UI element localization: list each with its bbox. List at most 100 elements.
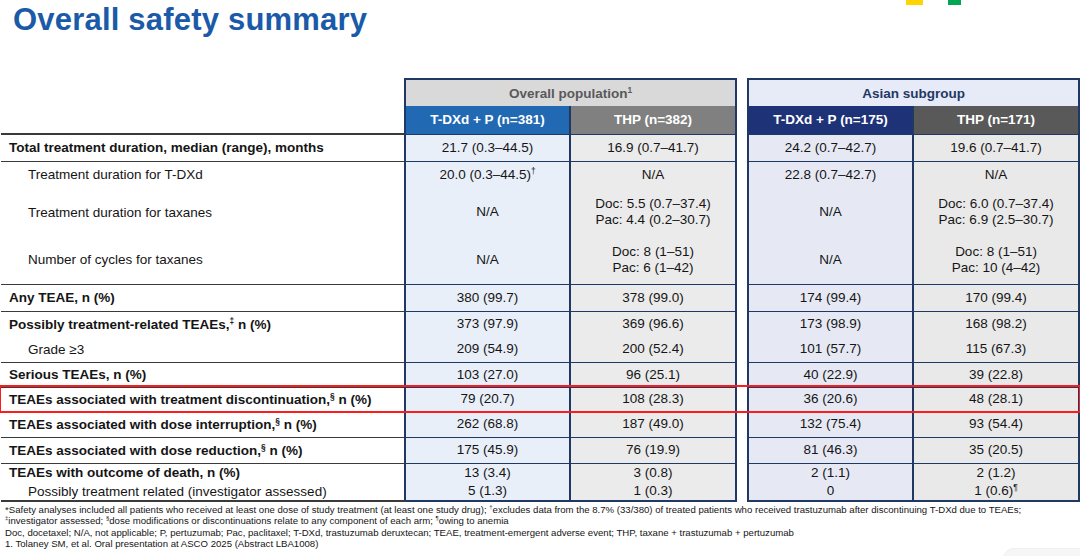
row-label: Possibly treatment-related TEAEs,‡ n (%)	[1, 311, 405, 337]
table-row: Treatment duration for T-DXd20.0 (0.3–44…	[1, 161, 1079, 188]
table-row: TEAEs associated with dose reduction,§ n…	[1, 437, 1079, 463]
row-label: Treatment duration for taxanes	[1, 188, 405, 236]
cell-value: 200 (52.4)	[570, 337, 736, 362]
table-gap	[736, 411, 748, 437]
cell-value: 96 (25.1)	[570, 362, 736, 387]
table-gap	[736, 311, 748, 337]
cell-value: 36 (20.6)	[748, 387, 913, 411]
table-gap	[736, 236, 748, 284]
cell-value: 39 (22.8)	[913, 362, 1079, 387]
corner-cutoff-shape	[1003, 548, 1080, 556]
page-title: Overall safety summary	[13, 2, 367, 38]
table-gap	[736, 134, 748, 161]
footnote-line: Doc, docetaxel; N/A, not applicable; P, …	[5, 527, 1075, 538]
cell-value: 187 (49.0)	[570, 411, 736, 437]
label-column-spacer	[1, 79, 405, 106]
cell-value: N/A	[570, 161, 736, 188]
cell-value: 76 (19.9)	[570, 437, 736, 463]
cell-value: Doc: 8 (1–51)Pac: 10 (4–42)	[913, 236, 1079, 284]
cell-value: 24.2 (0.7–42.7)	[748, 134, 913, 161]
cell-value: 1 (0.6)¶	[913, 482, 1079, 501]
label-column-spacer	[1, 106, 405, 134]
cell-value: N/A	[913, 161, 1079, 188]
cell-value: 3 (0.8)	[570, 463, 736, 482]
table-row: Total treatment duration, median (range)…	[1, 134, 1079, 161]
cell-value: 175 (45.9)	[405, 437, 570, 463]
table-gap	[736, 188, 748, 236]
table-gap	[736, 284, 748, 311]
table-gap	[736, 337, 748, 362]
column-header-tdxd-asian: T-DXd + P (n=175)	[748, 106, 913, 134]
row-label: Number of cycles for taxanes	[1, 236, 405, 284]
table-row: Grade ≥3209 (54.9)200 (52.4) 101 (57.7)11…	[1, 337, 1079, 362]
table-row: Any TEAE, n (%)380 (99.7)378 (99.0) 174 (…	[1, 284, 1079, 311]
cell-value: 378 (99.0)	[570, 284, 736, 311]
column-header-tdxd-overall: T-DXd + P (n=381)	[405, 106, 570, 134]
cell-value: 0	[748, 482, 913, 501]
cell-value: 101 (57.7)	[748, 337, 913, 362]
row-label: TEAEs associated with dose reduction,§ n…	[1, 437, 405, 463]
table-gap	[736, 437, 748, 463]
row-label: Any TEAE, n (%)	[1, 284, 405, 311]
group-header-asian-label: Asian subgroup	[862, 86, 965, 101]
cell-value: 35 (20.5)	[913, 437, 1079, 463]
group-header-overall-label: Overall population	[509, 86, 628, 101]
cell-value: 174 (99.4)	[748, 284, 913, 311]
cell-value: Doc: 8 (1–51)Pac: 6 (1–42)	[570, 236, 736, 284]
cell-value: 2 (1.2)	[913, 463, 1079, 482]
cell-value: 16.9 (0.7–41.7)	[570, 134, 736, 161]
cell-value: N/A	[405, 236, 570, 284]
cell-value: 5 (1.3)	[405, 482, 570, 501]
group-header-row: Overall population1 Asian subgroup	[1, 79, 1079, 106]
table-row: Serious TEAEs, n (%)103 (27.0)96 (25.1)4…	[1, 362, 1079, 387]
cell-value: 48 (28.1)	[913, 387, 1079, 411]
column-header-thp-asian: THP (n=171)	[913, 106, 1079, 134]
cell-value: 21.7 (0.3–44.5)	[405, 134, 570, 161]
cell-value: 369 (96.6)	[570, 311, 736, 337]
group-header-asian-subgroup: Asian subgroup	[748, 79, 1079, 106]
cell-value: Doc: 5.5 (0.7–37.4)Pac: 4.4 (0.2–30.7)	[570, 188, 736, 236]
table-row: Possibly treatment-related TEAEs,‡ n (%)…	[1, 311, 1079, 337]
cell-value: 103 (27.0)	[405, 362, 570, 387]
cell-value: 2 (1.1)	[748, 463, 913, 482]
cell-value: 115 (67.3)	[913, 337, 1079, 362]
cell-value: N/A	[748, 236, 913, 284]
cell-value: 209 (54.9)	[405, 337, 570, 362]
group-header-overall-superscript: 1	[627, 84, 632, 94]
table-gap	[736, 79, 748, 106]
row-label: Total treatment duration, median (range)…	[1, 134, 405, 161]
cell-value: 22.8 (0.7–42.7)	[748, 161, 913, 188]
table-row: TEAEs associated with treatment disconti…	[1, 387, 1079, 411]
cell-value: Doc: 6.0 (0.7–37.4)Pac: 6.9 (2.5–30.7)	[913, 188, 1079, 236]
footnote-line: ‡investigator assessed; §dose modificati…	[5, 515, 1075, 526]
cell-value: 373 (97.9)	[405, 311, 570, 337]
table-gap	[736, 482, 748, 501]
footnote-line: 1. Tolaney SM, et al. Oral presentation …	[5, 538, 1075, 549]
logo-fragment-yellow-icon	[906, 0, 923, 5]
table-gap	[736, 362, 748, 387]
cell-value: 79 (20.7)	[405, 387, 570, 411]
cell-value: 19.6 (0.7–41.7)	[913, 134, 1079, 161]
row-label: Grade ≥3	[1, 337, 405, 362]
cell-value: 93 (54.4)	[913, 411, 1079, 437]
row-label: Possibly treatment related (investigator…	[1, 482, 405, 501]
table-row: Possibly treatment related (investigator…	[1, 482, 1079, 501]
cell-value: 168 (98.2)	[913, 311, 1079, 337]
footnote-line: *Safety analyses included all patients w…	[5, 504, 1075, 515]
table-gap	[736, 161, 748, 188]
cell-value: 380 (99.7)	[405, 284, 570, 311]
table-row: Treatment duration for taxanes N/ADoc: 5.…	[1, 188, 1079, 236]
cell-value: 108 (28.3)	[570, 387, 736, 411]
cell-value: 132 (75.4)	[748, 411, 913, 437]
table-gap	[736, 387, 748, 411]
safety-summary-table: Overall population1 Asian subgroup T-DXd…	[1, 78, 1080, 502]
cell-value: 173 (98.9)	[748, 311, 913, 337]
table-gap	[736, 106, 748, 134]
row-label: TEAEs associated with dose interruption,…	[1, 411, 405, 437]
footnotes: *Safety analyses included all patients w…	[5, 504, 1075, 550]
row-label: Treatment duration for T-DXd	[1, 161, 405, 188]
column-header-thp-overall: THP (n=382)	[570, 106, 736, 134]
cell-value: 262 (68.8)	[405, 411, 570, 437]
slide: Overall safety summary Overall populatio…	[0, 0, 1080, 556]
cell-value: N/A	[748, 188, 913, 236]
